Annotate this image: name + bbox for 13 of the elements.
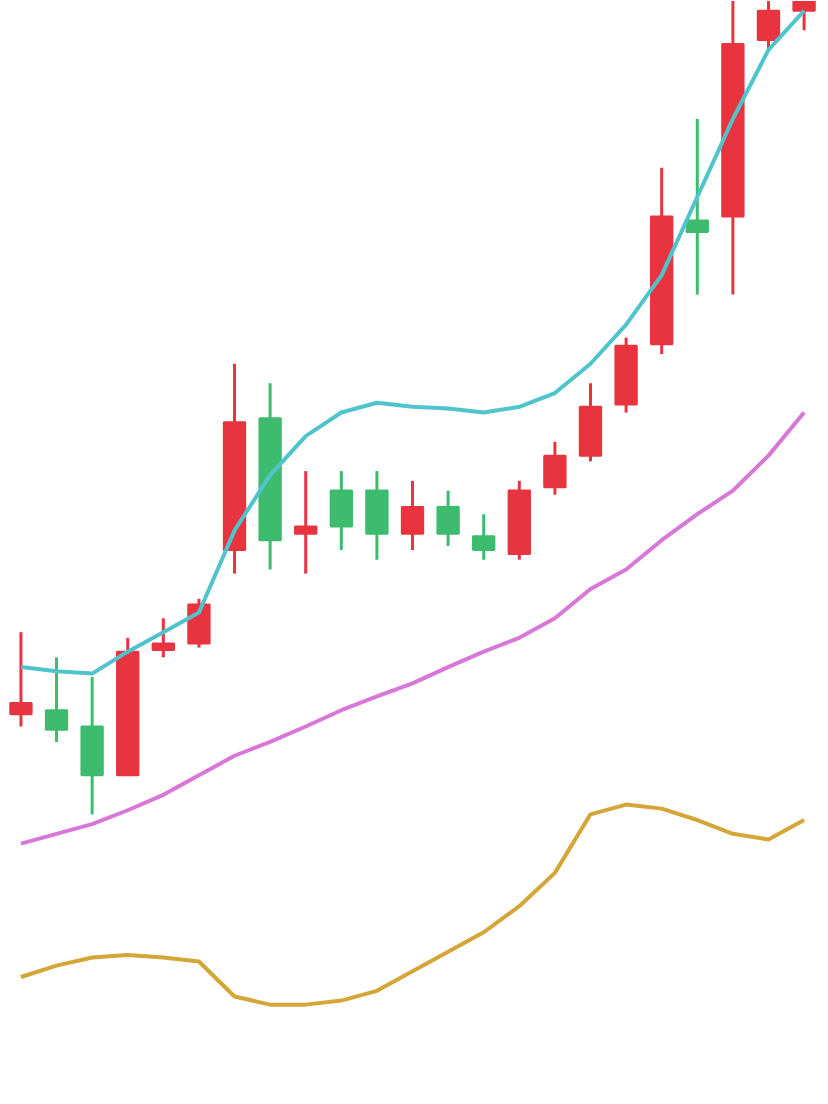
candlestick [685, 117, 709, 297]
candlestick [400, 479, 425, 552]
candlestick [792, 1, 816, 32]
candlestick [9, 630, 33, 728]
candlestick [436, 489, 460, 548]
candlestick [365, 469, 389, 562]
candlestick [472, 512, 496, 562]
candlestick [151, 616, 175, 659]
candlestick [543, 440, 567, 497]
candlestick [44, 655, 69, 744]
candlestick [294, 469, 318, 576]
candlestick [756, 1, 781, 52]
candlestick [329, 469, 353, 552]
